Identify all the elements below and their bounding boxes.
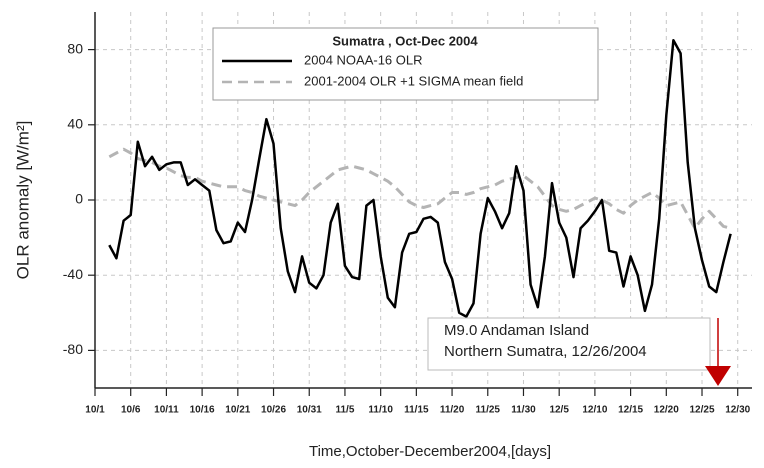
- legend-label: 2004 NOAA-16 OLR: [304, 52, 423, 67]
- x-tick-label: 10/11: [154, 405, 179, 416]
- x-tick-label: 10/26: [261, 405, 286, 416]
- y-tick-label: 80: [67, 40, 83, 56]
- x-tick-label: 11/10: [368, 405, 393, 416]
- x-tick-label: 12/10: [582, 405, 607, 416]
- annotation-box: [427, 317, 711, 371]
- x-tick-label: 11/5: [335, 405, 354, 416]
- x-tick-label: 10/6: [121, 405, 141, 416]
- x-tick-label: 10/31: [297, 405, 322, 416]
- x-tick-label: 11/20: [440, 405, 465, 416]
- y-tick-label: -40: [63, 266, 83, 282]
- x-tick-label: 10/1: [85, 405, 105, 416]
- legend: Sumatra , Oct-Dec 2004 2004 NOAA-16 OLR …: [212, 27, 599, 101]
- y-tick-label: -80: [63, 341, 83, 357]
- x-tick-label: 11/25: [476, 405, 501, 416]
- x-tick-label: 11/15: [404, 405, 429, 416]
- y-axis-label: OLR anomaly [W/m²]: [13, 121, 32, 280]
- x-tick-label: 12/5: [549, 405, 569, 416]
- x-tick-label: 12/25: [689, 405, 714, 416]
- annotation: M9.0 Andaman Island Northern Sumatra, 12…: [427, 317, 731, 386]
- annotation-text: Northern Sumatra, 12/26/2004: [444, 343, 647, 360]
- x-tick-label: 12/30: [725, 405, 750, 416]
- series-line: [108, 147, 731, 230]
- x-tick-label: 10/16: [190, 405, 215, 416]
- legend-box: [212, 27, 599, 101]
- y-tick-label: 0: [75, 191, 83, 207]
- x-tick-label: 12/15: [618, 405, 643, 416]
- event-arrowhead: [705, 366, 731, 386]
- series-line: [108, 38, 732, 318]
- legend-label: 2001-2004 OLR +1 SIGMA mean field: [304, 73, 523, 88]
- x-tick-label: 11/30: [511, 405, 536, 416]
- x-tick-label: 10/21: [225, 405, 250, 416]
- annotation-text: M9.0 Andaman Island: [444, 322, 589, 339]
- x-axis-label: Time,October-December2004,[days]: [309, 443, 551, 460]
- legend-title: Sumatra , Oct-Dec 2004: [332, 33, 478, 48]
- y-tick-label: 40: [67, 116, 83, 132]
- x-tick-label: 12/20: [654, 405, 679, 416]
